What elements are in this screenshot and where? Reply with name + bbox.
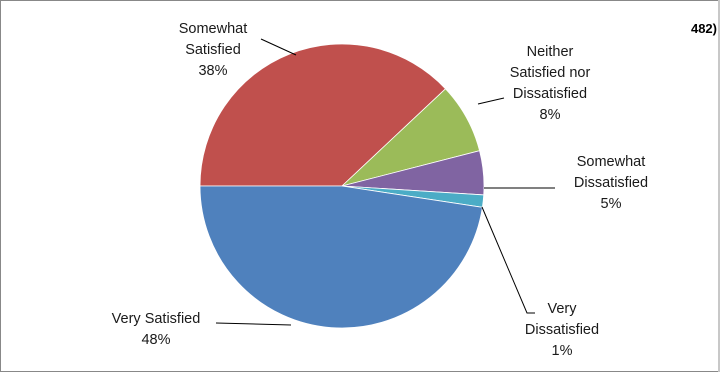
slice-label-very-satisfied: Very Satisfied 48% (112, 311, 201, 348)
slice-name-line: Dissatisfied (513, 86, 587, 102)
slice-label-neither: Neither Satisfied nor Dissatisfied 8% (510, 44, 591, 123)
slice-percent-label: 48% (141, 332, 170, 348)
slice-name-line: Somewhat (577, 154, 646, 170)
slice-name-line: Satisfied nor (510, 65, 591, 81)
slice-name-line: Dissatisfied (525, 322, 599, 338)
leader-line-very-satisfied (215, 322, 292, 326)
slice-name-line: Neither (527, 44, 574, 60)
leader-line-neither (477, 97, 505, 105)
leader-line-very-dissatisfied (481, 206, 535, 314)
leader-line-somewhat-satisfied (260, 38, 297, 56)
slice-name-line: Very (547, 301, 577, 317)
slice-percent-label: 1% (552, 343, 573, 359)
slice-name-line: Dissatisfied (574, 175, 648, 191)
slice-percent-label: 5% (601, 196, 622, 212)
leader-lines (215, 38, 555, 326)
pie-slice-somewhat-satisfied (199, 43, 447, 187)
slice-name-line: Somewhat (179, 21, 248, 37)
slice-name-line: Satisfied (185, 42, 241, 58)
slice-percent-label: 8% (540, 107, 561, 123)
slice-percent-label: 38% (198, 63, 227, 79)
pie-slices (199, 43, 485, 329)
pie-slice-very-satisfied (199, 185, 483, 329)
slice-name-line: Very Satisfied (112, 311, 201, 327)
slice-label-somewhat-dissatisfied: Somewhat Dissatisfied 5% (574, 154, 648, 212)
corner-text: 482) (691, 21, 717, 36)
slice-label-somewhat-satisfied: Somewhat Satisfied 38% (179, 21, 248, 79)
chart-frame-right-edge (718, 0, 720, 372)
slice-label-very-dissatisfied: Very Dissatisfied 1% (525, 301, 599, 359)
slice-labels: Somewhat Satisfied 38% Neither Satisfied nor… (112, 21, 648, 359)
